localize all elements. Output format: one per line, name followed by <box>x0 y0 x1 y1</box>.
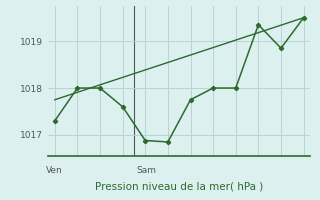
Text: Ven: Ven <box>46 166 62 175</box>
Text: Pression niveau de la mer( hPa ): Pression niveau de la mer( hPa ) <box>95 181 263 191</box>
Text: Sam: Sam <box>136 166 156 175</box>
